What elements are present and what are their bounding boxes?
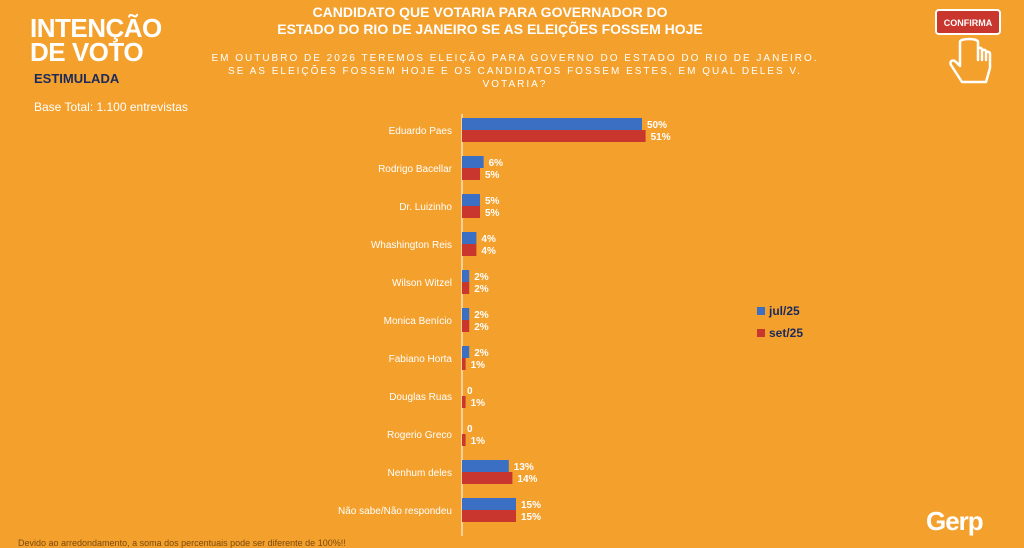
section-subtitle: ESTIMULADA: [34, 71, 120, 86]
bar-set: [462, 434, 466, 446]
data-label: 50%: [647, 120, 667, 131]
survey-question: EM OUTUBRO DE 2026 TEREMOS ELEIÇÃO PARA …: [170, 52, 860, 91]
chart-legend: jul/25 set/25: [757, 300, 803, 344]
bar-set: [462, 510, 516, 522]
category-label: Dr. Luizinho: [399, 202, 452, 213]
category-label: Eduardo Paes: [389, 126, 452, 137]
chart-title: CANDIDATO QUE VOTARIA PARA GOVERNADOR DO…: [230, 4, 750, 38]
base-total-text: Base Total: 1.100 entrevistas: [34, 100, 188, 114]
data-label: 4%: [481, 246, 496, 257]
data-label: 2%: [474, 310, 489, 321]
chart-title-line-2: ESTADO DO RIO DE JANEIRO SE AS ELEIÇÕES …: [277, 21, 703, 37]
bar-set: [462, 206, 480, 218]
bar-jul: [462, 308, 470, 320]
data-label: 15%: [521, 500, 541, 511]
footnote: Devido ao arredondamento, a soma dos per…: [18, 538, 346, 548]
bar-jul: [462, 346, 470, 358]
survey-question-line-3: VOTARIA?: [482, 79, 548, 90]
data-label: 5%: [485, 196, 500, 207]
section-title: INTENÇÃO DE VOTO: [30, 13, 162, 67]
category-label: Rodrigo Bacellar: [378, 164, 453, 175]
data-label: 5%: [485, 208, 500, 219]
data-label: 0: [467, 424, 473, 435]
category-label: Fabiano Horta: [389, 354, 453, 365]
data-label: 1%: [471, 398, 486, 409]
category-label: Wilson Witzel: [392, 278, 452, 289]
chart-title-line-1: CANDIDATO QUE VOTARIA PARA GOVERNADOR DO: [312, 4, 668, 20]
category-label: Monica Benício: [384, 316, 453, 327]
data-label: 2%: [474, 348, 489, 359]
legend-item-jul: jul/25: [757, 300, 803, 322]
category-label: Não sabe/Não respondeu: [338, 506, 452, 517]
data-label: 14%: [517, 474, 537, 485]
data-label: 0: [467, 386, 473, 397]
data-label: 2%: [474, 272, 489, 283]
bar-jul: [462, 460, 509, 472]
legend-swatch-jul: [757, 307, 765, 315]
bar-set: [462, 168, 480, 180]
data-label: 15%: [521, 512, 541, 523]
data-label: 2%: [474, 322, 489, 333]
data-label: 51%: [651, 132, 671, 143]
bar-jul: [462, 156, 484, 168]
data-label: 13%: [514, 462, 534, 473]
legend-swatch-set: [757, 329, 765, 337]
bar-jul: [462, 232, 477, 244]
category-label: Rogerio Greco: [387, 430, 452, 441]
category-label: Douglas Ruas: [389, 392, 452, 403]
bar-set: [462, 244, 477, 256]
data-label: 5%: [485, 170, 500, 181]
category-label: Nenhum deles: [388, 468, 452, 479]
bar-jul: [462, 270, 470, 282]
survey-question-line-2: SE AS ELEIÇÕES FOSSEM HOJE E OS CANDIDAT…: [228, 66, 802, 77]
legend-label-set: set/25: [769, 326, 804, 340]
bar-set: [462, 472, 513, 484]
legend-label-jul: jul/25: [769, 304, 800, 318]
confirma-hand-icon: CONFIRMA: [935, 9, 1001, 84]
data-label: 1%: [471, 436, 486, 447]
bar-jul: [462, 194, 480, 206]
data-label: 2%: [474, 284, 489, 295]
data-label: 1%: [471, 360, 486, 371]
data-label: 6%: [489, 158, 504, 169]
bar-set: [462, 358, 466, 370]
bar-set: [462, 396, 466, 408]
bar-set: [462, 130, 646, 142]
gerp-logo: Gerp: [926, 506, 984, 536]
bar-jul: [462, 498, 516, 510]
survey-question-line-1: EM OUTUBRO DE 2026 TEREMOS ELEIÇÃO PARA …: [211, 53, 819, 64]
bar-set: [462, 282, 470, 294]
bar-jul: [462, 118, 642, 130]
category-label: Whashington Reis: [371, 240, 452, 251]
bar-set: [462, 320, 470, 332]
data-label: 4%: [481, 234, 496, 245]
legend-item-set: set/25: [757, 322, 803, 344]
confirma-label: CONFIRMA: [944, 18, 993, 28]
